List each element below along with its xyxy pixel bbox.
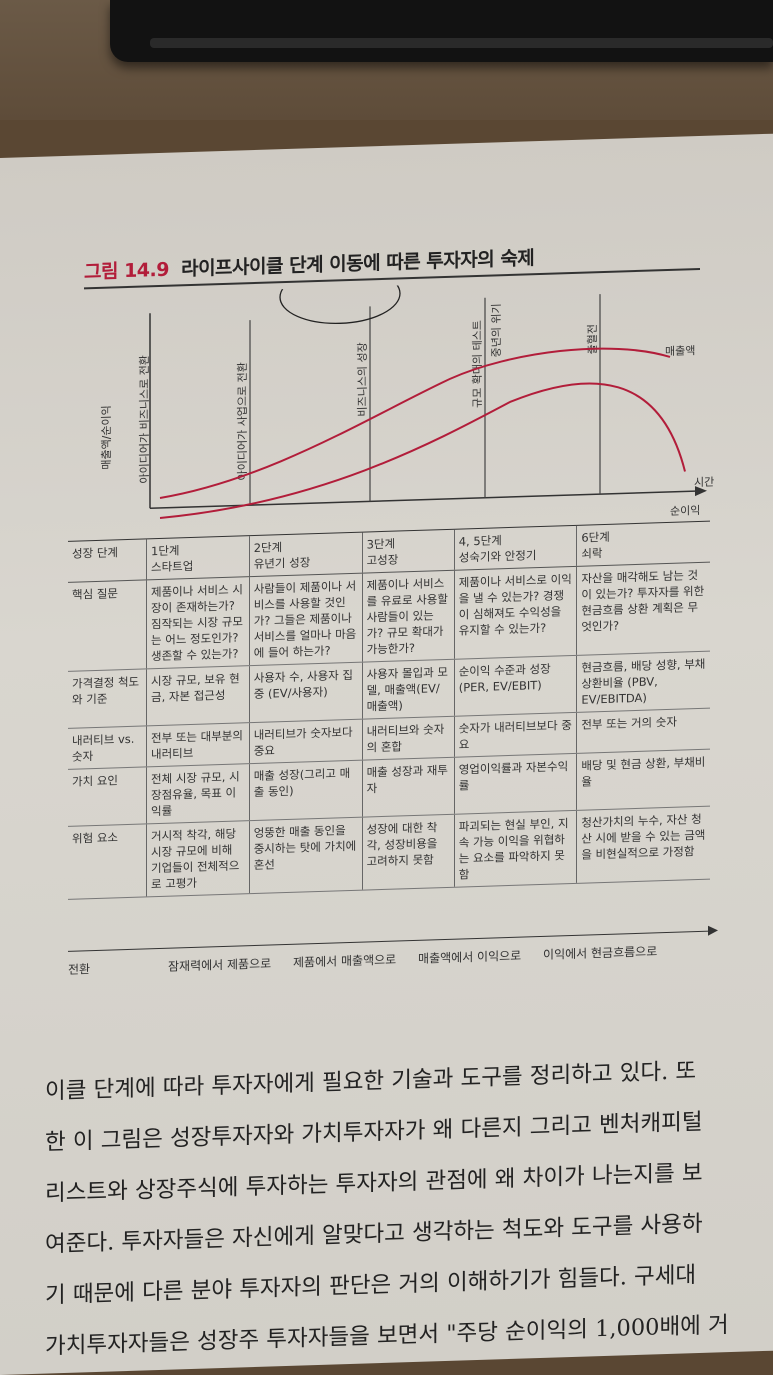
y-axis-label: 매출액/순이익: [100, 405, 113, 470]
row-label: 핵심 질문: [68, 579, 147, 672]
milestone-label-3: 비즈니스의 성장: [356, 342, 369, 417]
stage-header: 2단계 유년기 성장: [249, 532, 363, 577]
table-cell: 제품이나 서비스 시장이 존재하는가? 짐작되는 시장 규모는 어느 정도인가?…: [146, 576, 250, 669]
transition-arrow: [708, 925, 718, 936]
stage-header: 4, 5단계 성숙기와 안정기: [454, 525, 577, 571]
transition-item: 매출액에서 이익으로: [418, 948, 522, 966]
laptop-body: [110, 0, 773, 62]
milestone-label-5: 중년의 위기: [490, 303, 503, 358]
milestone-label-6: 출혈전: [585, 324, 599, 355]
table-cell: 숫자가 내러티브보다 중요: [454, 712, 577, 758]
table-cell: 전부 또는 대부분의 내러티브: [146, 722, 250, 767]
transitions-row: 전환 잠재력에서 제품으로 제품에서 매출액으로 매출액에서 이익으로 이익에서…: [68, 941, 710, 977]
figure-number: 그림 14.9: [84, 258, 169, 284]
stage-header: 3단계 고성장: [362, 529, 455, 574]
table-cell: 성장에 대한 착각, 성장비용을 고려하지 못함: [362, 814, 455, 891]
laptop-edge: [150, 38, 773, 48]
table-cell: 전부 또는 거의 숫자: [576, 708, 710, 754]
table-cell: 현금흐름, 배당 성향, 부채상환비율 (PBV, EV/EBITDA): [576, 651, 710, 713]
lifecycle-chart: 매출액/순이익 아이디어가 비즈니스로 전환 아이디어가 사업으로 전환 비즈니…: [100, 275, 714, 519]
table-cell: 내러티브가 숫자보다 중요: [249, 719, 363, 764]
book-page: 그림 14.9 라이프사이클 단계 이동에 따른 투자자의 숙제 매출액/순이익…: [0, 133, 773, 1375]
milestone-label-4: 규모 확대의 테스트: [471, 320, 484, 408]
table-cell: 배당 및 현금 상환, 부채비율: [576, 749, 710, 811]
table-cell: 사용자 수, 사용자 집중 (EV/사용자): [249, 662, 363, 723]
lifecycle-table: 성장 단계 1단계 스타트업 2단계 유년기 성장 3단계 고성장 4, 5단계…: [68, 521, 710, 900]
table-cell: 청산가치의 누수, 자산 청산 시에 받을 수 있는 금액을 비현실적으로 가정…: [576, 806, 710, 884]
table-cell: 시장 규모, 보유 현금, 자본 접근성: [146, 665, 250, 726]
table-cell: 매출 성장과 재투자: [362, 757, 455, 818]
row-label: 가격결정 척도와 기준: [68, 668, 147, 729]
milestone-label-1: 아이디어가 비즈니스로 전환: [138, 355, 151, 484]
body-text: 이클 단계에 따라 투자자에게 필요한 기술과 도구를 정리하고 있다. 또 한…: [45, 1044, 765, 1373]
stage-header: 6단계 쇠락: [576, 521, 710, 567]
x-axis-arrow: [695, 486, 707, 497]
laptop-background: [0, 0, 773, 120]
table-cell: 사람들이 제품이나 서비스를 사용할 것인가? 그들은 제품이나 서비스를 얼마…: [249, 573, 363, 666]
table-cell: 순이익 수준과 성장 (PER, EV/EBIT): [454, 655, 577, 717]
table-cell: 사용자 몰입과 모델, 매출액(EV/매출액): [362, 659, 455, 720]
transition-item: 잠재력에서 제품으로: [168, 956, 272, 974]
stage-header: 1단계 스타트업: [146, 535, 250, 580]
pen-circle: [279, 275, 401, 325]
table-cell: 내러티브와 숫자의 혼합: [362, 716, 455, 761]
table-cell: 영업이익률과 자본수익률: [454, 753, 577, 815]
row-label: 가치 요인: [68, 766, 147, 827]
profit-label: 순이익: [670, 504, 700, 518]
table-cell: 제품이나 서비스를 유료로 사용할 사람들이 있는가? 규모 확대가 가능한가?: [362, 570, 455, 663]
table-cell: 파괴되는 현실 부인, 지속 가능 이익을 위협하는 요소를 파악하지 못함: [454, 810, 577, 888]
x-axis-label: 시간: [694, 476, 714, 490]
x-axis: [150, 490, 695, 510]
table-cell: 매출 성장(그리고 매출 동인): [249, 760, 363, 821]
revenue-label: 매출액: [665, 344, 695, 358]
milestone-label-2: 아이디어가 사업으로 전환: [236, 362, 249, 481]
table-cell: 엉뚱한 매출 동인을 중시하는 탓에 가치에 혼선: [249, 817, 363, 894]
transition-item: 이익에서 현금흐름으로: [543, 944, 658, 962]
table-cell: 자산을 매각해도 남는 것이 있는가? 투자자를 위한 현금흐름 상환 계획은 …: [576, 562, 710, 656]
table-cell: 제품이나 서비스로 이익을 낼 수 있는가? 경쟁이 심해져도 수익성을 유지할…: [454, 566, 577, 660]
transitions-label: 전환: [68, 962, 91, 977]
table-cell: 거시적 착각, 해당 시장 규모에 비해 기업들이 전체적으로 고평가: [146, 820, 250, 897]
table-cell: 전체 시장 규모, 시장점유율, 목표 이익률: [146, 763, 250, 824]
revenue-curve: [159, 347, 671, 499]
transition-item: 제품에서 매출액으로: [293, 952, 397, 970]
row-label: 내러티브 vs. 숫자: [68, 725, 147, 770]
profit-curve: [159, 382, 686, 519]
row-label: 위험 요소: [68, 823, 147, 900]
figure-title: 그림 14.9 라이프사이클 단계 이동에 따른 투자자의 숙제: [84, 243, 534, 284]
header-label: 성장 단계: [68, 538, 147, 583]
